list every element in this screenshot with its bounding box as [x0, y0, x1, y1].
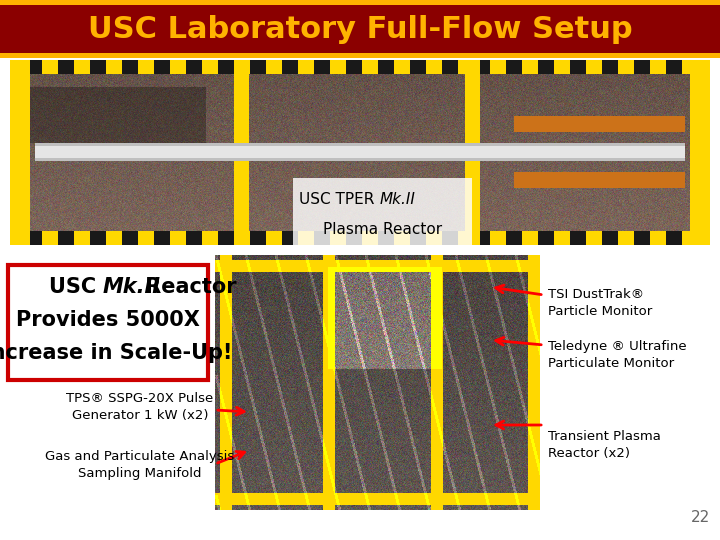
Text: Mk.II: Mk.II	[103, 277, 161, 297]
Text: TSI DustTrak®
Particle Monitor: TSI DustTrak® Particle Monitor	[548, 288, 652, 318]
Text: 22: 22	[690, 510, 710, 525]
Text: Increase in Scale-Up!: Increase in Scale-Up!	[0, 343, 233, 363]
Text: USC Laboratory Full-Flow Setup: USC Laboratory Full-Flow Setup	[88, 15, 632, 44]
Text: Reactor: Reactor	[138, 277, 237, 297]
Text: Transient Plasma
Reactor (x2): Transient Plasma Reactor (x2)	[548, 430, 661, 460]
Text: Gas and Particulate Analysis
Sampling Manifold: Gas and Particulate Analysis Sampling Ma…	[45, 450, 235, 480]
Text: Teledyne ® Ultrafine
Particulate Monitor: Teledyne ® Ultrafine Particulate Monitor	[548, 340, 687, 370]
Text: TPS® SSPG-20X Pulse
Generator 1 kW (x2): TPS® SSPG-20X Pulse Generator 1 kW (x2)	[66, 392, 214, 422]
Text: USC: USC	[49, 277, 103, 297]
Bar	[8, 265, 208, 380]
Bar	[0, 0, 720, 58]
Text: USC TPER: USC TPER	[300, 192, 379, 207]
FancyBboxPatch shape	[293, 178, 472, 250]
Bar	[0, 53, 720, 58]
Bar	[0, 0, 720, 5]
Text: Provides 5000X: Provides 5000X	[16, 310, 200, 330]
Text: Plasma Reactor: Plasma Reactor	[323, 222, 442, 238]
Text: Mk.II: Mk.II	[379, 192, 415, 207]
